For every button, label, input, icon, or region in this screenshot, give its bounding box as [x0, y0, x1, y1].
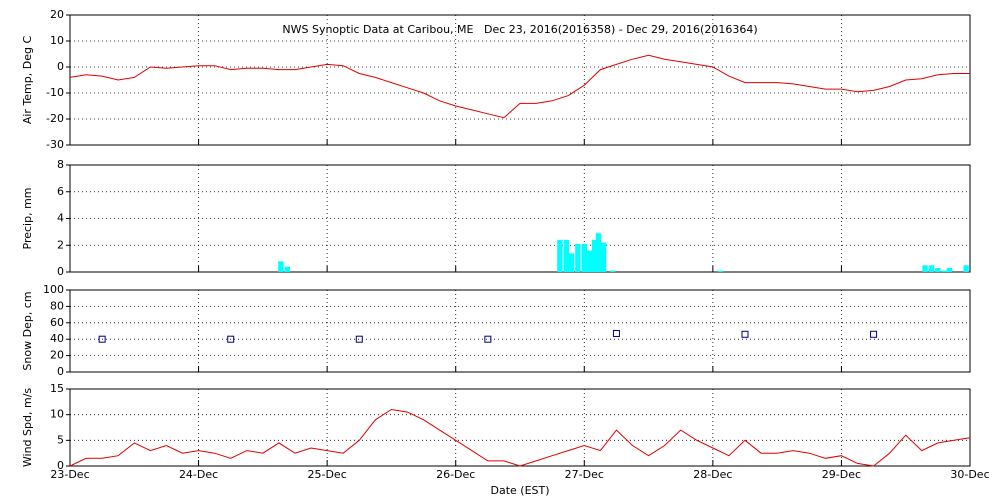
bar	[609, 270, 616, 272]
bar	[922, 265, 928, 272]
bar	[586, 250, 593, 272]
y-tick-label: 2	[57, 238, 64, 251]
x-tick-label: 25-Dec	[308, 468, 347, 481]
bar	[935, 267, 941, 272]
y-tick-label: 10	[50, 408, 64, 421]
point	[870, 330, 878, 338]
y-tick-label: 10	[50, 34, 64, 47]
bar	[941, 270, 947, 272]
bar	[928, 265, 935, 272]
y-tick-label: 20	[50, 349, 64, 362]
y-tick-label: 0	[57, 60, 64, 73]
y-axis-label: Precip, mm	[21, 188, 34, 250]
plot-frame	[69, 164, 971, 273]
bar	[284, 266, 290, 272]
point	[98, 335, 106, 343]
y-tick-label: 80	[50, 299, 64, 312]
y-axis-label: Wind Spd, m/s	[21, 388, 34, 468]
bar	[595, 233, 602, 272]
point	[484, 335, 492, 343]
y-tick-label: -10	[46, 86, 64, 99]
bar	[946, 267, 953, 272]
x-tick-label: 30-Dec	[950, 468, 989, 481]
data-line	[69, 408, 971, 467]
y-tick-label: 0	[57, 365, 64, 378]
y-tick-label: 60	[50, 316, 64, 329]
x-tick-label: 23-Dec	[50, 468, 89, 481]
point	[355, 335, 363, 343]
y-tick-label: 5	[57, 433, 64, 446]
y-tick-label: -30	[46, 138, 64, 151]
bar	[963, 265, 969, 272]
bar	[717, 270, 724, 272]
y-tick-label: 0	[57, 265, 64, 278]
point	[741, 330, 749, 338]
x-tick-label: 28-Dec	[693, 468, 732, 481]
x-tick-label: 27-Dec	[565, 468, 604, 481]
y-tick-label: 0	[57, 459, 64, 472]
y-axis-label: Air Temp, Deg C	[21, 36, 34, 125]
y-tick-label: -20	[46, 112, 64, 125]
plot-frame	[69, 289, 971, 373]
x-tick-label: 29-Dec	[822, 468, 861, 481]
y-tick-label: 100	[43, 283, 64, 296]
bar	[600, 242, 607, 272]
data-line	[69, 54, 970, 119]
y-axis-label: Snow Dep, cm	[21, 291, 34, 370]
point	[227, 335, 235, 343]
point	[612, 329, 620, 337]
plot-frame	[69, 388, 971, 467]
bar	[563, 239, 569, 272]
y-tick-label: 6	[57, 185, 64, 198]
bar	[581, 243, 587, 272]
bar	[591, 239, 598, 272]
bar	[575, 243, 581, 272]
y-tick-label: 15	[50, 382, 64, 395]
x-axis-label: Date (EST)	[490, 484, 549, 497]
y-tick-label: 4	[57, 212, 64, 225]
y-tick-label: 40	[50, 332, 64, 345]
chart-title: NWS Synoptic Data at Caribou, ME Dec 23,…	[282, 23, 757, 36]
y-tick-label: 20	[50, 8, 64, 21]
bar	[557, 239, 563, 272]
x-tick-label: 26-Dec	[436, 468, 475, 481]
bar	[278, 261, 284, 272]
y-tick-label: 8	[57, 158, 64, 171]
x-tick-label: 24-Dec	[179, 468, 218, 481]
plot-frame	[69, 14, 971, 146]
bar	[568, 253, 575, 272]
